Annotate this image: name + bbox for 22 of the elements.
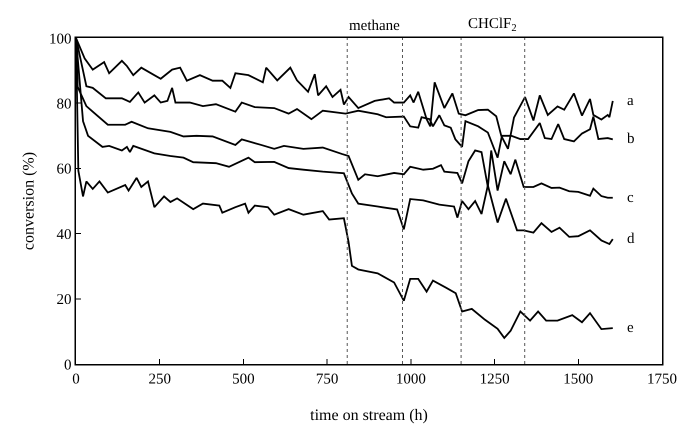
x-tick-label: 1750: [647, 372, 677, 388]
series-label: a: [627, 93, 634, 109]
x-tick-label: 1250: [480, 372, 510, 388]
x-tick-label: 1500: [563, 372, 594, 388]
x-tick-label: 250: [148, 372, 171, 388]
y-tick-label: 40: [56, 226, 72, 243]
series-label: d: [627, 231, 635, 247]
y-tick-label: 100: [49, 31, 72, 48]
series-label: e: [627, 320, 634, 336]
text: methane: [349, 18, 400, 34]
text: CHClF$_{2}$: [468, 16, 517, 34]
x-tick-label: 1000: [396, 372, 426, 388]
series-label: c: [627, 190, 634, 206]
x-tick-label: 500: [232, 372, 255, 388]
y-tick-label: 60: [56, 162, 72, 178]
y-axis-title: conversion (%): [20, 152, 38, 250]
y-tick-label: 0: [64, 357, 72, 374]
x-axis-title: time on stream (h): [310, 407, 428, 424]
series-label: b: [627, 131, 634, 147]
x-tick-label: 750: [316, 372, 338, 388]
y-tick-label: 80: [56, 96, 72, 112]
y-tick-label: 20: [56, 292, 72, 308]
